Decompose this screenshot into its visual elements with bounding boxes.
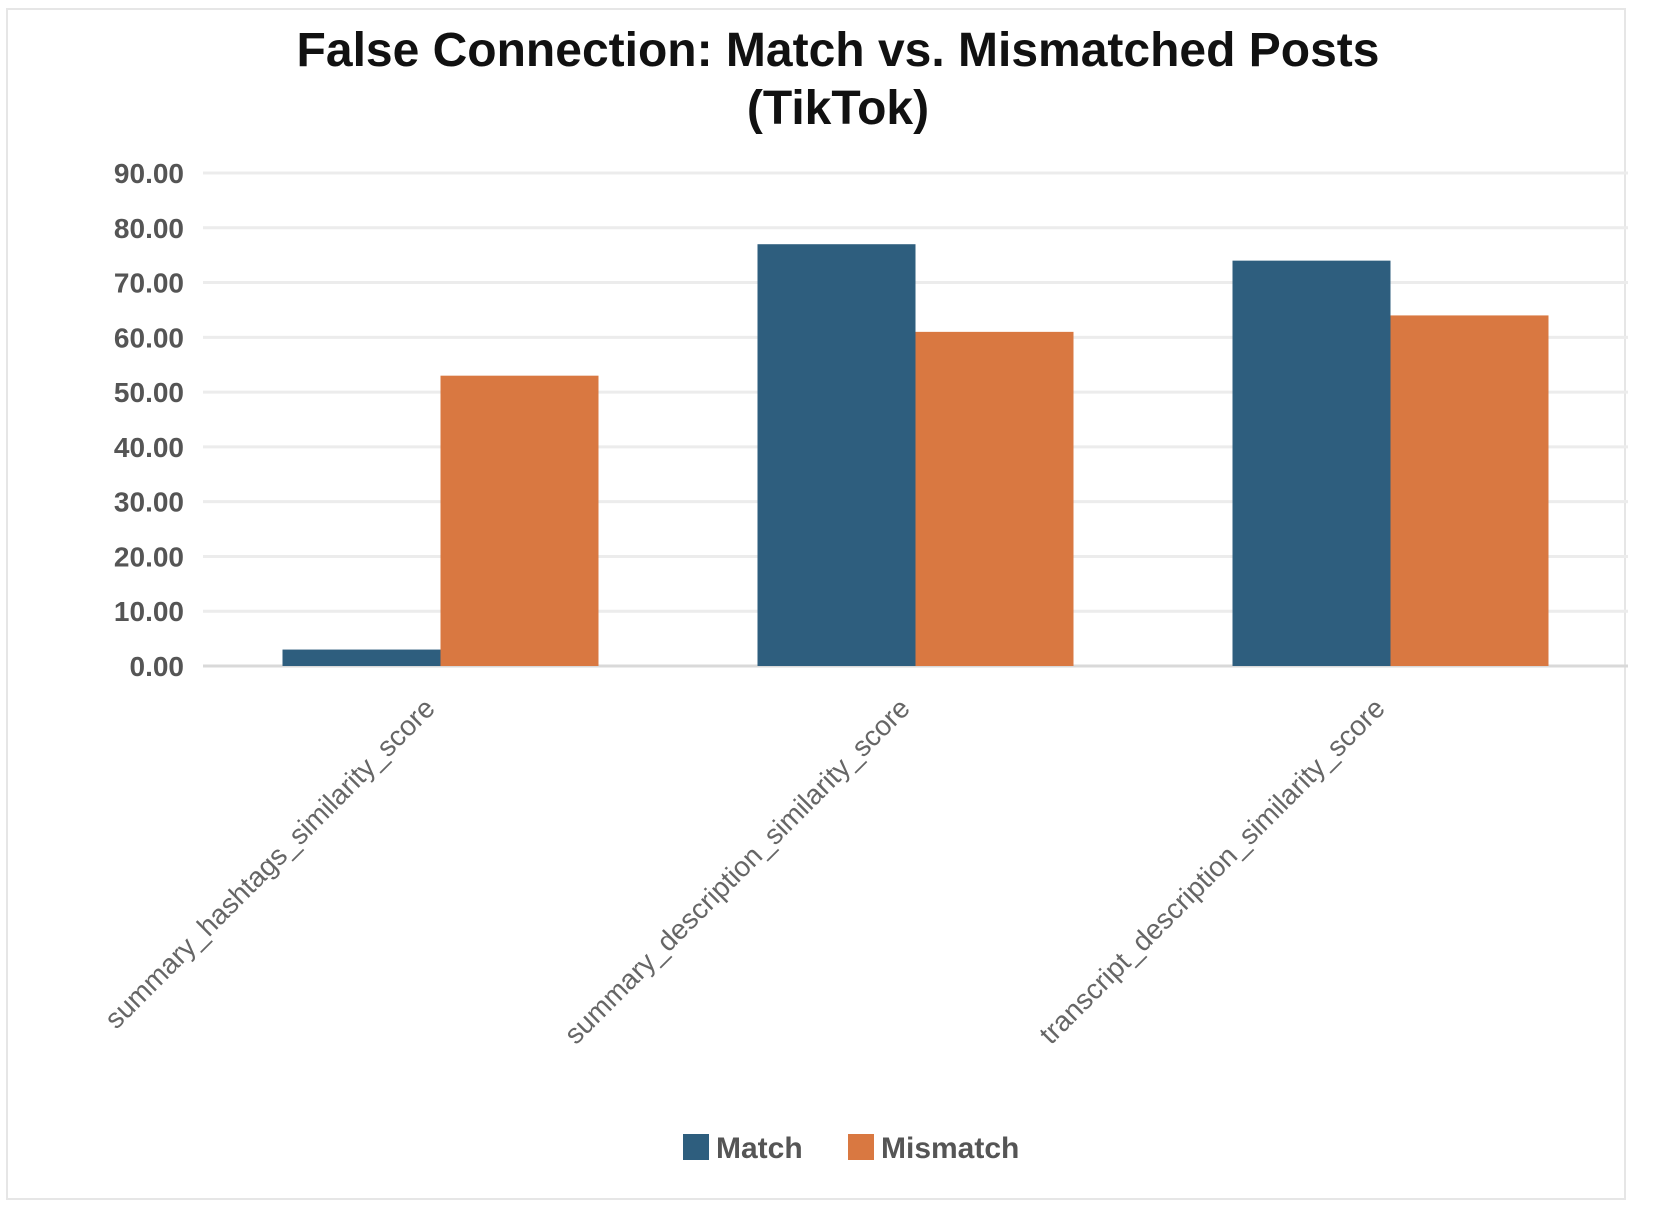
y-tick-label: 50.00 xyxy=(114,377,184,408)
legend-swatch-mismatch xyxy=(848,1134,874,1160)
bar-match-1 xyxy=(757,244,916,666)
y-tick-label: 80.00 xyxy=(114,213,184,244)
y-tick-label: 20.00 xyxy=(114,541,184,572)
y-tick-label: 30.00 xyxy=(114,487,184,518)
chart-frame: False Connection: Match vs. Mismatched P… xyxy=(6,8,1628,1200)
bar-match-2 xyxy=(1232,260,1391,666)
bars xyxy=(282,244,1549,666)
y-tick-label: 60.00 xyxy=(114,322,184,353)
y-tick-label: 40.00 xyxy=(114,432,184,463)
x-category-label: transcript_description_similarity_score xyxy=(1033,692,1391,1050)
bar-mismatch-0 xyxy=(440,375,599,666)
legend: Match Mismatch xyxy=(683,1132,1019,1165)
bar-chart: False Connection: Match vs. Mismatched P… xyxy=(99,24,1628,1165)
y-tick-label: 10.00 xyxy=(114,596,184,627)
legend-label-mismatch: Mismatch xyxy=(881,1132,1019,1165)
x-axis-category-labels: summary_hashtags_similarity_score summary… xyxy=(99,692,1391,1050)
chart-subtitle: (TikTok) xyxy=(747,82,929,135)
x-category-label: summary_description_similarity_score xyxy=(558,692,916,1050)
bar-mismatch-2 xyxy=(1390,315,1549,666)
legend-label-match: Match xyxy=(716,1132,803,1165)
y-tick-label: 70.00 xyxy=(114,268,184,299)
legend-swatch-match xyxy=(683,1134,709,1160)
bar-mismatch-1 xyxy=(915,331,1074,666)
y-tick-label: 90.00 xyxy=(114,158,184,189)
x-category-label: summary_hashtags_similarity_score xyxy=(99,692,441,1034)
y-tick-label: 0.00 xyxy=(130,651,185,682)
bar-match-0 xyxy=(282,649,441,666)
chart-title: False Connection: Match vs. Mismatched P… xyxy=(297,24,1380,77)
y-axis-ticks: 0.00 10.00 20.00 30.00 40.00 50.00 60.00 70.00 8… xyxy=(114,158,184,682)
